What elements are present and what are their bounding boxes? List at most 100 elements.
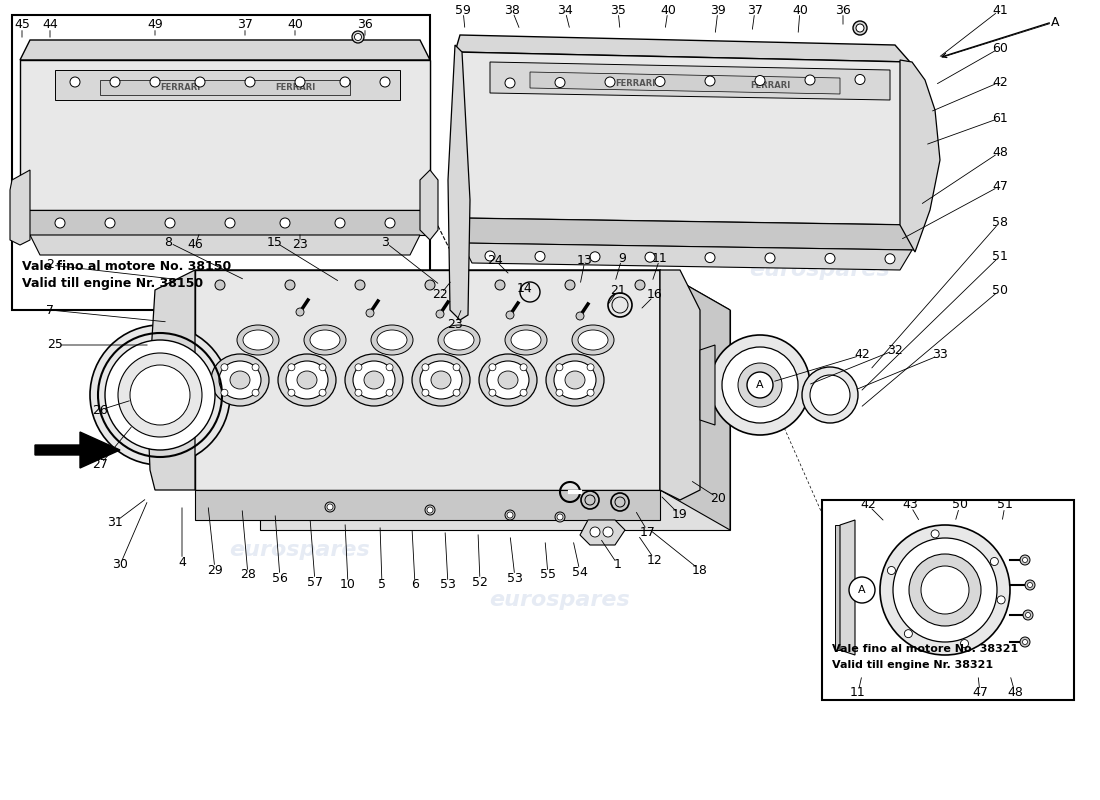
Circle shape [104, 340, 214, 450]
Text: 1: 1 [614, 558, 622, 571]
Text: 35: 35 [610, 3, 626, 17]
Circle shape [285, 280, 295, 290]
Text: 11: 11 [652, 251, 668, 265]
Circle shape [352, 31, 364, 43]
Circle shape [386, 364, 393, 370]
Circle shape [336, 218, 345, 228]
Ellipse shape [278, 354, 336, 406]
Text: 20: 20 [711, 491, 726, 505]
Circle shape [880, 525, 1010, 655]
Ellipse shape [420, 361, 462, 399]
Circle shape [1020, 637, 1030, 647]
Polygon shape [455, 52, 915, 225]
Text: eurospares: eurospares [350, 360, 491, 380]
Circle shape [488, 390, 496, 396]
Polygon shape [20, 210, 430, 235]
Text: 16: 16 [647, 289, 663, 302]
Ellipse shape [353, 361, 395, 399]
Bar [12, 15, 430, 310]
Text: 40: 40 [287, 18, 303, 31]
Text: 49: 49 [147, 18, 163, 31]
Text: 7: 7 [46, 303, 54, 317]
Circle shape [118, 353, 202, 437]
Ellipse shape [377, 330, 407, 350]
Circle shape [755, 75, 764, 86]
Text: 12: 12 [647, 554, 663, 566]
Circle shape [990, 558, 999, 566]
Ellipse shape [565, 371, 585, 389]
Circle shape [556, 390, 563, 396]
Circle shape [888, 566, 895, 574]
Ellipse shape [512, 330, 541, 350]
Text: 53: 53 [507, 571, 522, 585]
Circle shape [849, 577, 875, 603]
Circle shape [422, 364, 429, 370]
Circle shape [288, 364, 295, 370]
Text: 18: 18 [692, 563, 708, 577]
Circle shape [520, 390, 527, 396]
Text: 25: 25 [47, 338, 63, 351]
Text: 5: 5 [378, 578, 386, 591]
Circle shape [635, 280, 645, 290]
Ellipse shape [364, 371, 384, 389]
Circle shape [810, 375, 850, 415]
Ellipse shape [219, 361, 261, 399]
Text: Vale fino al motore No. 38321: Vale fino al motore No. 38321 [832, 644, 1019, 654]
Circle shape [340, 77, 350, 87]
Text: 55: 55 [540, 569, 556, 582]
Ellipse shape [554, 361, 596, 399]
Polygon shape [462, 243, 912, 270]
Text: 34: 34 [557, 3, 573, 17]
Polygon shape [530, 72, 840, 94]
Circle shape [324, 502, 336, 512]
Ellipse shape [572, 325, 614, 355]
Polygon shape [700, 345, 715, 425]
Circle shape [590, 252, 600, 262]
Text: 26: 26 [92, 403, 108, 417]
Text: 47: 47 [972, 686, 988, 699]
Text: 48: 48 [1008, 686, 1023, 699]
Text: 38: 38 [504, 3, 520, 17]
Polygon shape [148, 270, 195, 490]
Circle shape [855, 74, 865, 85]
Circle shape [557, 514, 563, 520]
Circle shape [252, 364, 260, 370]
Circle shape [997, 596, 1005, 604]
Circle shape [1025, 580, 1035, 590]
Text: 10: 10 [340, 578, 356, 591]
Text: 23: 23 [447, 318, 463, 331]
Text: 42: 42 [992, 75, 1008, 89]
Circle shape [605, 77, 615, 87]
Polygon shape [458, 218, 915, 250]
Text: 41: 41 [992, 3, 1008, 17]
Circle shape [535, 251, 544, 262]
Ellipse shape [431, 371, 451, 389]
Circle shape [1027, 582, 1033, 587]
Ellipse shape [310, 330, 340, 350]
Circle shape [436, 310, 444, 318]
Circle shape [245, 77, 255, 87]
Circle shape [565, 280, 575, 290]
Text: 30: 30 [112, 558, 128, 571]
Text: 50: 50 [992, 283, 1008, 297]
Circle shape [355, 364, 362, 370]
Circle shape [590, 527, 600, 537]
Text: 21: 21 [610, 283, 626, 297]
Circle shape [354, 34, 362, 41]
Circle shape [327, 504, 333, 510]
Circle shape [379, 77, 390, 87]
Circle shape [909, 554, 981, 626]
Circle shape [764, 253, 776, 263]
Polygon shape [490, 62, 890, 100]
Text: A: A [1050, 15, 1059, 29]
Polygon shape [20, 40, 430, 60]
Circle shape [221, 364, 228, 370]
Circle shape [587, 390, 594, 396]
Circle shape [221, 390, 228, 396]
Text: 4: 4 [178, 555, 186, 569]
Text: FERRARI: FERRARI [275, 82, 315, 91]
Text: 29: 29 [207, 563, 223, 577]
Circle shape [425, 505, 435, 515]
Circle shape [280, 218, 290, 228]
Text: 47: 47 [992, 179, 1008, 193]
